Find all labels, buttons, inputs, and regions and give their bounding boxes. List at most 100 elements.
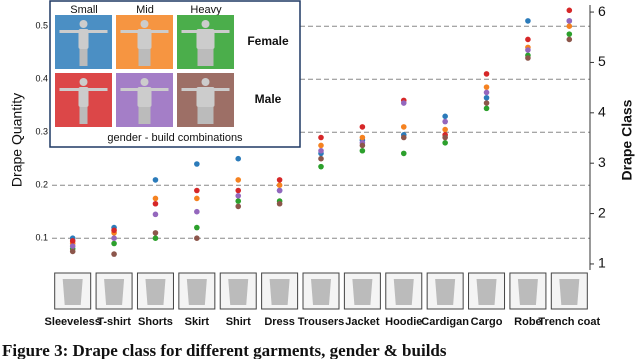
figure-legs — [79, 107, 88, 124]
dot — [442, 113, 448, 120]
figure-arms — [181, 88, 230, 91]
x-tick-label: T-shirt — [97, 316, 131, 328]
x-tick-label: Sleeveless — [45, 316, 101, 328]
figure-legs — [138, 49, 151, 66]
garment-icon — [559, 279, 580, 305]
y2-tick-label: 2 — [598, 204, 606, 220]
figure-head — [79, 20, 88, 28]
garment-icon — [352, 279, 373, 305]
dot — [318, 142, 324, 149]
y2-tick-label: 6 — [598, 3, 606, 19]
dot — [235, 198, 242, 204]
legend-column-label: Small — [70, 4, 98, 16]
dot — [525, 18, 531, 24]
figure-legs — [197, 107, 214, 124]
dot — [318, 163, 324, 170]
dot — [359, 147, 366, 154]
dot — [152, 177, 159, 183]
legend-column-label: Heavy — [190, 4, 222, 16]
figure-arms — [59, 88, 108, 91]
y2-tick-label: 3 — [598, 154, 606, 170]
dot — [400, 124, 407, 130]
dot — [69, 243, 76, 249]
garment-icon — [145, 279, 166, 305]
figure-legs — [197, 49, 214, 66]
dot — [194, 224, 200, 231]
dot — [152, 211, 159, 218]
figure-head — [201, 20, 210, 28]
dot — [566, 36, 573, 43]
figure-legs — [138, 107, 151, 124]
x-tick-label: Jacket — [345, 316, 380, 328]
dot — [111, 251, 117, 257]
dot — [152, 230, 159, 236]
x-tick-label: Trench coat — [538, 316, 600, 328]
dot — [359, 124, 366, 130]
x-tick-label: Hoodie — [385, 316, 422, 328]
y2-axis-label: Drape Class — [619, 99, 635, 180]
x-tick-label: Dress — [264, 316, 295, 328]
figure-body — [78, 29, 89, 49]
dot — [276, 187, 283, 194]
dot — [359, 142, 366, 149]
dot — [111, 227, 117, 234]
figure-body — [137, 87, 152, 107]
figure-head — [140, 20, 149, 28]
dot — [235, 187, 242, 194]
dot — [235, 203, 242, 210]
dot — [566, 18, 573, 24]
dot — [276, 200, 283, 207]
x-tick-label: Trousers — [298, 316, 344, 328]
dot — [194, 195, 200, 202]
figure-caption: Figure 3: Drape class for different garm… — [2, 341, 447, 359]
garment-icon — [517, 279, 538, 305]
garment-icon — [435, 279, 456, 305]
dot — [318, 134, 324, 141]
dot — [442, 118, 448, 125]
dot — [111, 240, 117, 247]
garment-icon — [104, 279, 125, 305]
dot — [69, 248, 76, 255]
dot — [359, 134, 366, 141]
dot — [318, 155, 324, 162]
dot — [483, 84, 490, 90]
y-tick-label: 0.2 — [35, 180, 48, 190]
dot — [400, 150, 407, 157]
garment-icon — [393, 279, 414, 305]
x-tick-label: Cargo — [471, 316, 503, 328]
garment-icon — [62, 279, 83, 305]
garment-icon — [228, 279, 249, 305]
x-tick-label: Shirt — [226, 316, 251, 328]
dot — [235, 193, 242, 199]
y-tick-label: 0.4 — [35, 74, 48, 84]
y-tick-label: 0.5 — [35, 21, 48, 31]
x-tick-label: Robe — [514, 316, 542, 328]
dot — [483, 71, 490, 77]
x-tick-label: Cardigan — [421, 316, 469, 328]
dot — [525, 36, 531, 43]
dot — [152, 200, 159, 207]
dot — [235, 177, 242, 183]
dot — [442, 134, 448, 141]
dot — [111, 235, 117, 241]
dot — [566, 7, 573, 14]
legend-caption: gender - build combinations — [107, 132, 243, 144]
x-tick-label: Skirt — [185, 316, 210, 328]
garment-icon — [269, 279, 290, 305]
figure-arms — [59, 30, 108, 33]
dot — [194, 235, 200, 241]
figure-arms — [181, 30, 230, 33]
figure-body — [196, 29, 215, 49]
legend-row-label: Female — [247, 34, 289, 48]
dot — [152, 195, 159, 202]
y-axis-label: Drape Quantity — [9, 93, 25, 187]
legend-column-label: Mid — [136, 4, 154, 16]
dot — [69, 238, 76, 244]
legend-row-label: Male — [255, 92, 282, 106]
legend: Small Mid Heavy Female Male gender - build co… — [49, 0, 301, 148]
dot — [483, 94, 490, 101]
dot — [400, 100, 407, 106]
garment-icon — [476, 279, 497, 305]
figure-body — [196, 87, 215, 107]
